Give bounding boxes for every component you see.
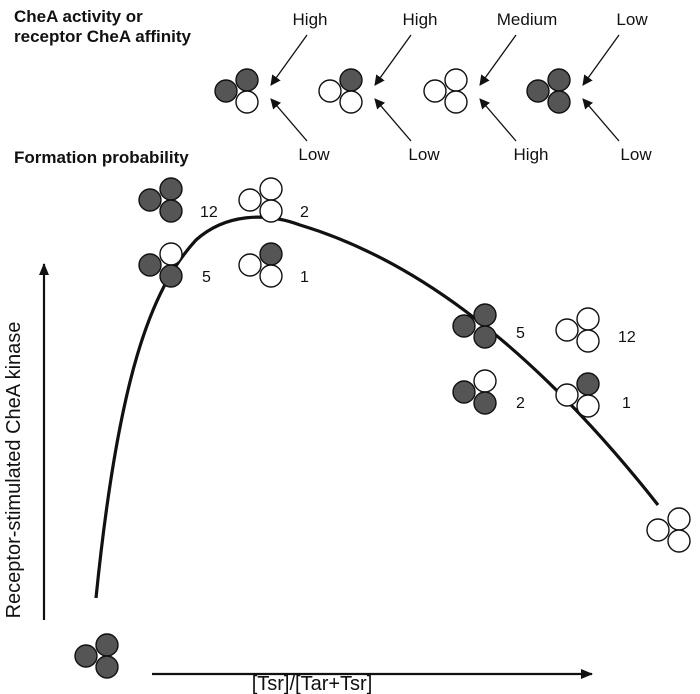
- x-axis-label: [Tsr]/[Tar+Tsr]: [252, 673, 373, 694]
- receptor-dimer-dark: [452, 314, 476, 338]
- legend-activity-value-3: Medium: [497, 10, 557, 29]
- legend-trimers: High Low High Low Medium High Low Low: [214, 10, 652, 164]
- trimer-peak-dark-dark: [138, 177, 183, 223]
- receptor-dimer-dark: [526, 79, 550, 103]
- receptor-dimer-dark: [547, 90, 571, 114]
- count-peak-dark-mix: 5: [202, 269, 211, 286]
- receptor-dimer-dark: [159, 199, 183, 223]
- trimer-end: [646, 507, 691, 553]
- legend-trimer-4: [526, 68, 571, 114]
- count-mid-light-all: 12: [618, 329, 636, 346]
- legend-formation-value-1: Low: [298, 145, 330, 164]
- receptor-dimer-light: [555, 383, 579, 407]
- receptor-dimer-dark: [452, 380, 476, 404]
- receptor-dimer-dark: [473, 391, 497, 415]
- trimer-mid-light-all: [555, 307, 600, 353]
- receptor-dimer-light: [667, 529, 691, 553]
- trimer-peak-dark-mix: [138, 242, 183, 288]
- activity-label-line1: CheA activity or: [14, 7, 143, 26]
- legend-arrow-activity-1: [270, 34, 308, 86]
- receptor-dimer-dark: [159, 264, 183, 288]
- receptor-dimer-dark: [235, 68, 259, 92]
- legend-activity-value-1: High: [293, 10, 328, 29]
- receptor-dimer-light: [646, 518, 670, 542]
- kinase-curve: [94, 215, 660, 599]
- receptor-dimer-dark: [576, 372, 600, 396]
- legend-arrow-activity-2: [374, 34, 412, 86]
- legend-trimer-2: [318, 68, 363, 114]
- count-peak-dark-dark: 12: [200, 204, 218, 221]
- receptor-dimer-dark: [159, 177, 183, 201]
- count-mid-dark-dark: 5: [516, 325, 525, 342]
- receptor-dimer-light: [576, 307, 600, 331]
- count-mid-dark-mix: 2: [516, 395, 525, 412]
- trimer-peak-light-all: [238, 177, 283, 223]
- plot-trimers: [74, 177, 691, 679]
- legend-arrow-formation-1: [270, 98, 308, 142]
- receptor-dimer-dark: [547, 68, 571, 92]
- legend-activity-value-2: High: [403, 10, 438, 29]
- receptor-dimer-light: [259, 199, 283, 223]
- receptor-dimer-dark: [214, 79, 238, 103]
- receptor-dimer-light: [238, 253, 262, 277]
- receptor-dimer-light: [473, 369, 497, 393]
- legend-trimer-1: [214, 68, 259, 114]
- legend-arrow-formation-4: [582, 98, 620, 142]
- receptor-dimer-light: [259, 177, 283, 201]
- receptor-dimer-light: [235, 90, 259, 114]
- trimer-start: [74, 633, 119, 679]
- legend-arrow-activity-3: [479, 34, 517, 86]
- receptor-dimer-dark: [74, 644, 98, 668]
- count-peak-light-mix: 1: [300, 269, 309, 286]
- receptor-dimer-light: [576, 329, 600, 353]
- receptor-dimer-light: [339, 90, 363, 114]
- receptor-dimer-dark: [95, 633, 119, 657]
- receptor-dimer-dark: [95, 655, 119, 679]
- legend-formation-value-3: High: [514, 145, 549, 164]
- legend-arrow-formation-3: [479, 98, 517, 142]
- y-axis-label: Receptor-stimulated CheA kinase: [3, 322, 25, 619]
- trimer-mid-light-mix: [555, 372, 600, 418]
- legend-arrow-formation-2: [374, 98, 412, 142]
- receptor-dimer-dark: [473, 303, 497, 327]
- trimer-mid-dark-mix: [452, 369, 497, 415]
- receptor-dimer-light: [555, 318, 579, 342]
- receptor-dimer-light: [423, 79, 447, 103]
- receptor-dimer-light: [444, 90, 468, 114]
- trimer-mid-dark-dark: [452, 303, 497, 349]
- receptor-dimer-dark: [138, 188, 162, 212]
- legend-trimer-3: [423, 68, 468, 114]
- receptor-dimer-dark: [138, 253, 162, 277]
- receptor-dimer-dark: [473, 325, 497, 349]
- receptor-dimer-light: [159, 242, 183, 266]
- receptor-dimer-light: [318, 79, 342, 103]
- formation-probability-label: Formation probability: [14, 148, 189, 167]
- legend-formation-value-4: Low: [620, 145, 652, 164]
- trimer-peak-light-mix: [238, 242, 283, 288]
- receptor-dimer-light: [667, 507, 691, 531]
- legend-activity-value-4: Low: [616, 10, 648, 29]
- activity-label-line2: receptor CheA affinity: [14, 27, 192, 46]
- receptor-dimer-dark: [339, 68, 363, 92]
- receptor-dimer-light: [444, 68, 468, 92]
- receptor-dimer-dark: [259, 242, 283, 266]
- legend-formation-value-2: Low: [408, 145, 440, 164]
- count-peak-light-all: 2: [300, 204, 309, 221]
- legend-arrow-activity-4: [582, 34, 620, 86]
- count-mid-light-mix: 1: [622, 395, 631, 412]
- receptor-dimer-light: [576, 394, 600, 418]
- receptor-dimer-light: [259, 264, 283, 288]
- receptor-dimer-light: [238, 188, 262, 212]
